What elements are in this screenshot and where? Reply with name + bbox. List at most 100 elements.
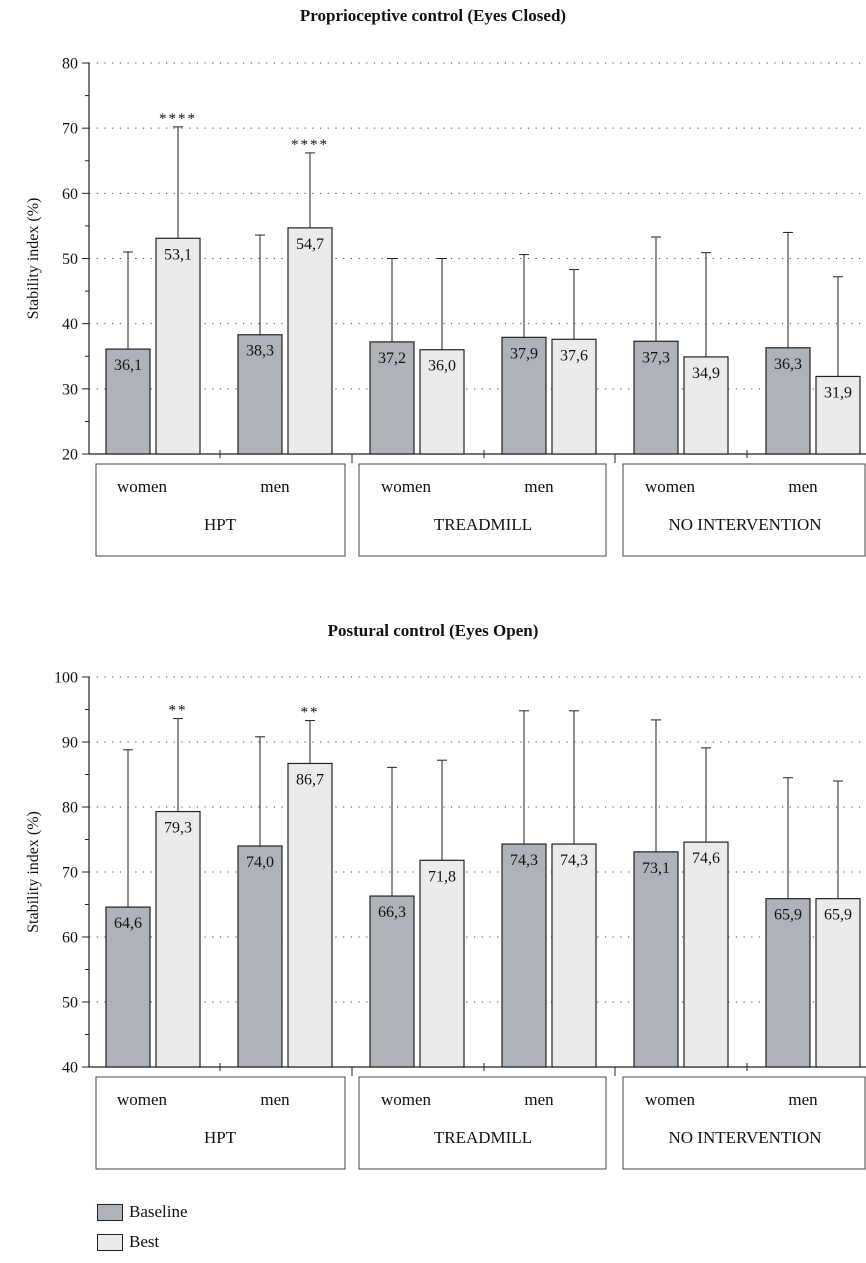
bar-best: [551, 843, 597, 1068]
y-axis-title: Stability index (%): [25, 198, 42, 320]
y-tick-label: 20: [62, 447, 78, 464]
bar-baseline: [501, 843, 547, 1068]
category-label: men: [788, 1090, 818, 1109]
bar-baseline: [369, 341, 415, 455]
bar-best: [419, 859, 465, 1068]
y-tick-label: 80: [62, 56, 78, 73]
bar-best: [155, 810, 201, 1068]
y-tick-label: 30: [62, 381, 78, 398]
category-label: women: [381, 1090, 432, 1109]
category-label: men: [260, 477, 290, 496]
bar-best: [683, 841, 729, 1068]
bar-value-label: 71,8: [428, 868, 456, 885]
bar-value-label: 37,6: [560, 347, 588, 364]
y-tick-label: 60: [62, 930, 78, 947]
legend-label-baseline: Baseline: [129, 1202, 188, 1221]
bar-value-label: 79,3: [164, 820, 192, 837]
category-label: women: [381, 477, 432, 496]
group-label: NO INTERVENTION: [668, 515, 821, 534]
significance-marker: **: [169, 703, 188, 719]
bar-baseline: [501, 336, 547, 455]
bar-baseline: [633, 851, 679, 1068]
chart-1: Proprioceptive control (Eyes Closed) 20 30…: [25, 6, 866, 557]
bar-best: [551, 338, 597, 455]
y-tick-label: 60: [62, 186, 78, 203]
bar-value-label: 65,9: [824, 907, 852, 924]
significance-marker: ****: [159, 111, 197, 127]
bar-value-label: 36,1: [114, 357, 142, 374]
legend-item-baseline: Baseline: [97, 1200, 188, 1224]
bar-value-label: 74,6: [692, 850, 720, 867]
bar-value-label: 54,7: [296, 236, 324, 253]
bar-baseline: [765, 898, 811, 1068]
group-box: [622, 463, 866, 557]
y-tick-label: 70: [62, 865, 78, 882]
bar-baseline: [105, 348, 151, 455]
significance-marker: **: [301, 705, 320, 721]
group-label: TREADMILL: [434, 1128, 532, 1147]
bar-best: [155, 237, 201, 455]
bar-value-label: 53,1: [164, 246, 192, 263]
bar-value-label: 65,9: [774, 907, 802, 924]
category-label: women: [117, 477, 168, 496]
group-box: [358, 463, 607, 557]
y-tick-label: 90: [62, 735, 78, 752]
legend-swatch-baseline: [97, 1203, 123, 1221]
legend-swatch-best: [97, 1233, 123, 1251]
bar-baseline: [237, 845, 283, 1068]
bar-best: [287, 762, 333, 1068]
group-box: [95, 1076, 346, 1170]
group-label: HPT: [204, 1128, 237, 1147]
bar-best: [683, 356, 729, 455]
bar-value-label: 74,3: [510, 852, 538, 869]
significance-marker: ****: [291, 137, 329, 153]
bar-best: [419, 349, 465, 455]
group-label: HPT: [204, 515, 237, 534]
bar-value-label: 36,3: [774, 356, 802, 373]
group-box: [95, 463, 346, 557]
group-label: TREADMILL: [434, 515, 532, 534]
y-tick-label: 80: [62, 800, 78, 817]
legend-label-best: Best: [129, 1232, 160, 1251]
legend: Baseline Best: [97, 1200, 188, 1260]
bar-value-label: 74,0: [246, 854, 274, 871]
y-tick-label: 40: [62, 1060, 78, 1077]
category-label: men: [260, 1090, 290, 1109]
y-tick-label: 50: [62, 995, 78, 1012]
bar-value-label: 37,3: [642, 349, 670, 366]
y-axis-title: Stability index (%): [25, 811, 42, 933]
bar-baseline: [369, 895, 415, 1068]
bar-value-label: 86,7: [296, 771, 324, 788]
y-tick-label: 100: [54, 670, 78, 687]
chart-title: Proprioceptive control (Eyes Closed): [300, 6, 566, 25]
bar-value-label: 66,3: [378, 904, 406, 921]
bar-value-label: 37,2: [378, 350, 406, 367]
category-label: men: [524, 1090, 554, 1109]
bar-best: [287, 227, 333, 455]
group-box: [622, 1076, 866, 1170]
y-tick-label: 70: [62, 121, 78, 138]
bar-baseline: [237, 334, 283, 455]
bar-value-label: 34,9: [692, 365, 720, 382]
category-label: men: [788, 477, 818, 496]
y-tick-label: 40: [62, 316, 78, 333]
bar-value-label: 38,3: [246, 343, 274, 360]
bar-best: [815, 898, 861, 1068]
bar-value-label: 74,3: [560, 852, 588, 869]
bar-value-label: 31,9: [824, 384, 852, 401]
bar-baseline: [633, 340, 679, 455]
y-tick-label: 50: [62, 251, 78, 268]
category-label: women: [645, 477, 696, 496]
chart-title: Postural control (Eyes Open): [328, 621, 539, 640]
category-label: women: [117, 1090, 168, 1109]
category-label: women: [645, 1090, 696, 1109]
category-label: men: [524, 477, 554, 496]
bar-baseline: [765, 347, 811, 455]
bar-value-label: 37,9: [510, 345, 538, 362]
bar-value-label: 36,0: [428, 358, 456, 375]
bar-baseline: [105, 906, 151, 1068]
legend-item-best: Best: [97, 1230, 188, 1254]
chart-2: Postural control (Eyes Open) 40 50 60 70 80 90…: [25, 621, 866, 1170]
bar-best: [815, 375, 861, 455]
